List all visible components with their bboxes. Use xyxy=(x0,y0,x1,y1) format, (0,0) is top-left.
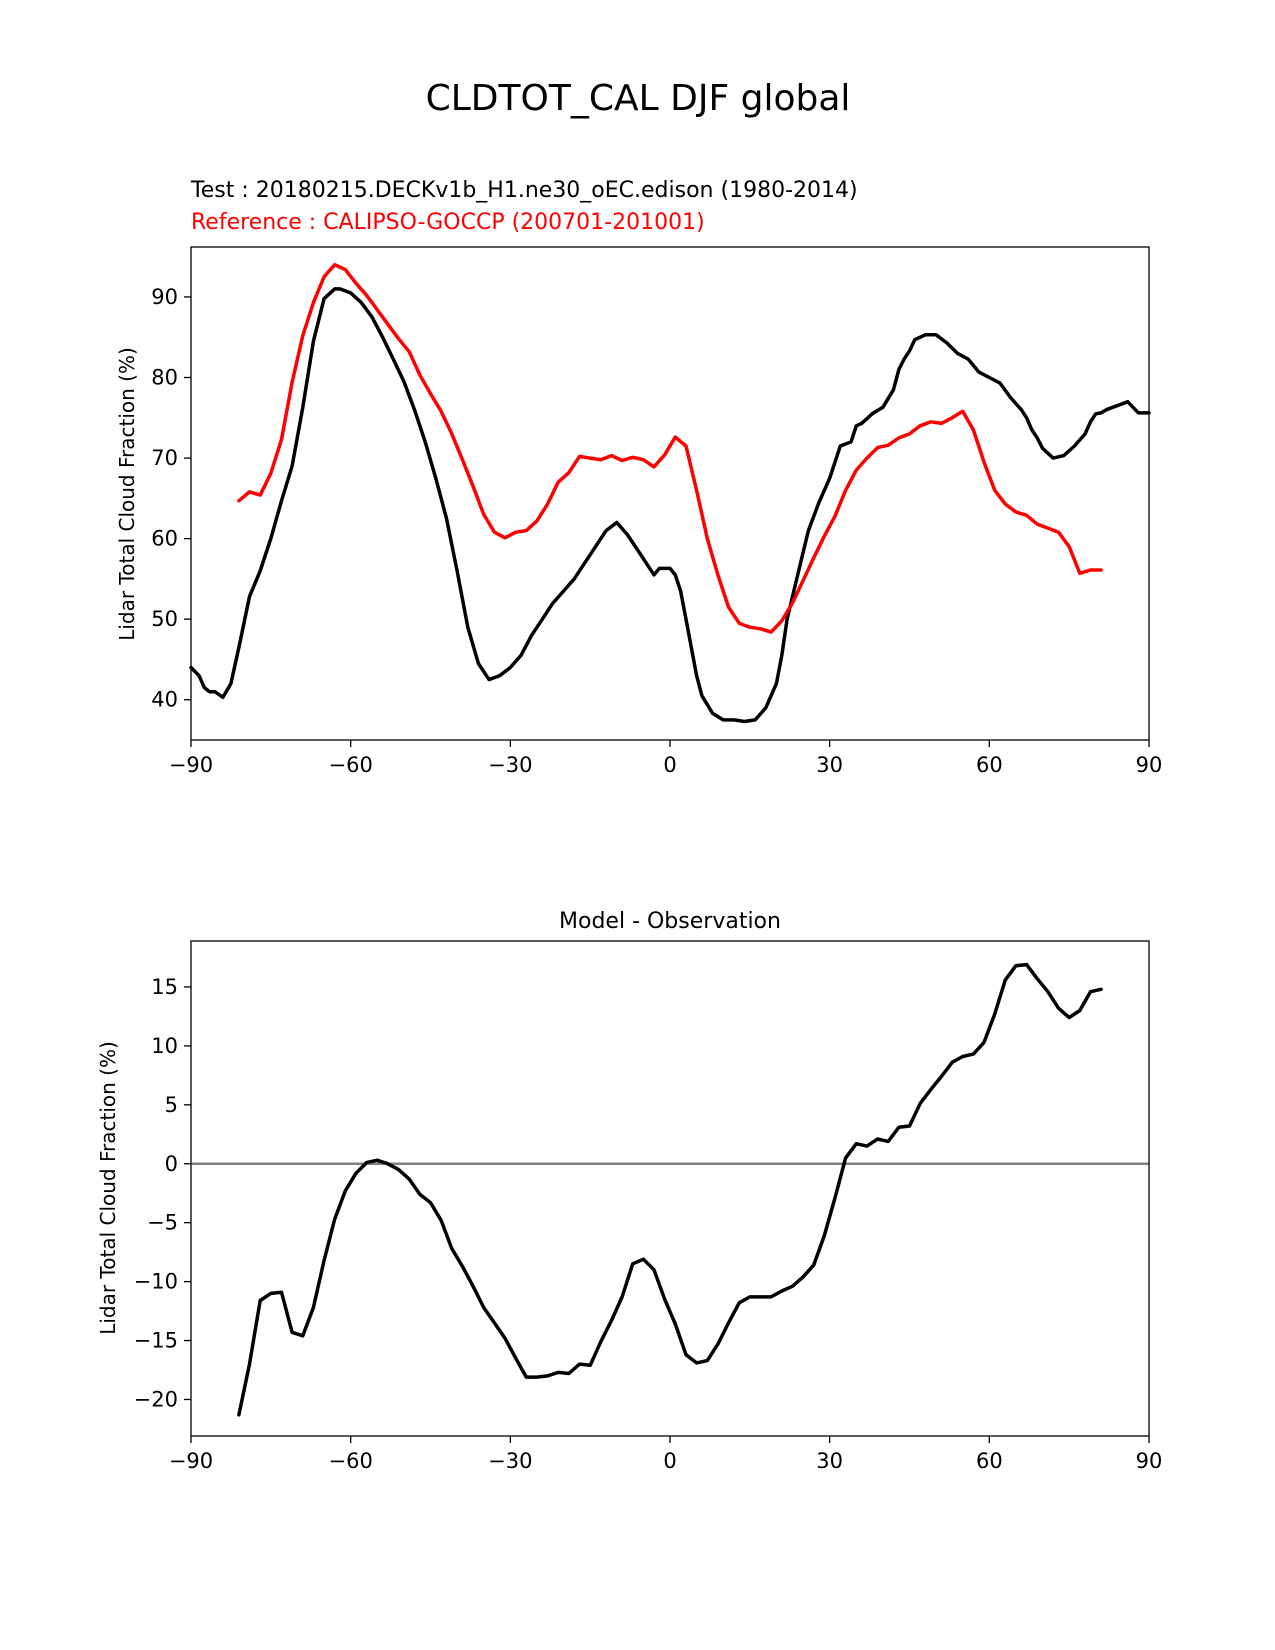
x-tick-label: 0 xyxy=(663,753,676,777)
x-tick-label: −60 xyxy=(329,1449,373,1473)
test-series-line xyxy=(189,287,1151,724)
y-tick-label: 15 xyxy=(151,975,178,999)
bottom-axis-ticks: −90 −60 −30 0 30 60 90 −20 −15 −10 −5 0 5 10 15 xyxy=(134,975,1163,1473)
top-ylabel: Lidar Total Cloud Fraction (%) xyxy=(115,347,139,641)
x-tick-label: 90 xyxy=(1136,1449,1163,1473)
y-tick-label: 90 xyxy=(151,285,178,309)
y-tick-label: −20 xyxy=(134,1387,178,1411)
top-panel: Test : 20180215.DECKv1b_H1.ne30_oEC.edis… xyxy=(115,178,1162,777)
y-tick-label: 10 xyxy=(151,1034,178,1058)
y-tick-label: −15 xyxy=(134,1329,178,1353)
x-tick-label: 30 xyxy=(816,1449,843,1473)
y-tick-label: 70 xyxy=(151,446,178,470)
y-tick-label: −10 xyxy=(134,1270,178,1294)
y-tick-label: 50 xyxy=(151,607,178,631)
x-tick-label: 60 xyxy=(976,753,1003,777)
y-tick-label: 80 xyxy=(151,366,178,390)
x-tick-label: −30 xyxy=(488,753,532,777)
bottom-panel: Model - Observation −90 −60 −30 0 30 60 90−20−… xyxy=(96,909,1162,1473)
y-tick-label: −5 xyxy=(147,1211,178,1235)
x-tick-label: −30 xyxy=(488,1449,532,1473)
x-tick-label: 30 xyxy=(816,753,843,777)
bottom-title: Model - Observation xyxy=(559,909,781,934)
x-tick-label: −90 xyxy=(169,1449,213,1473)
x-tick-label: −60 xyxy=(329,753,373,777)
y-tick-label: 5 xyxy=(165,1093,178,1117)
x-tick-label: 60 xyxy=(976,1449,1003,1473)
x-tick-label: 90 xyxy=(1136,753,1163,777)
reference-series-line xyxy=(237,262,1103,634)
x-tick-label: −90 xyxy=(169,753,213,777)
difference-series-line xyxy=(237,962,1103,1417)
x-tick-label: 0 xyxy=(663,1449,676,1473)
reference-label: Reference : CALIPSO-GOCCP (200701-201001… xyxy=(191,210,705,235)
y-tick-label: 0 xyxy=(165,1152,178,1176)
y-tick-label: 40 xyxy=(151,688,178,712)
y-tick-label: 60 xyxy=(151,527,178,551)
test-label: Test : 20180215.DECKv1b_H1.ne30_oEC.edis… xyxy=(190,178,858,203)
bottom-ylabel: Lidar Total Cloud Fraction (%) xyxy=(96,1041,120,1335)
top-axis-ticks: −90 −60 −30 0 30 60 90 40 50 60 70 80 90 xyxy=(151,285,1162,777)
figure-suptitle: CLDTOT_CAL DJF global xyxy=(426,78,851,119)
top-plot-frame xyxy=(190,246,1150,741)
bottom-plot-frame xyxy=(190,940,1150,1437)
